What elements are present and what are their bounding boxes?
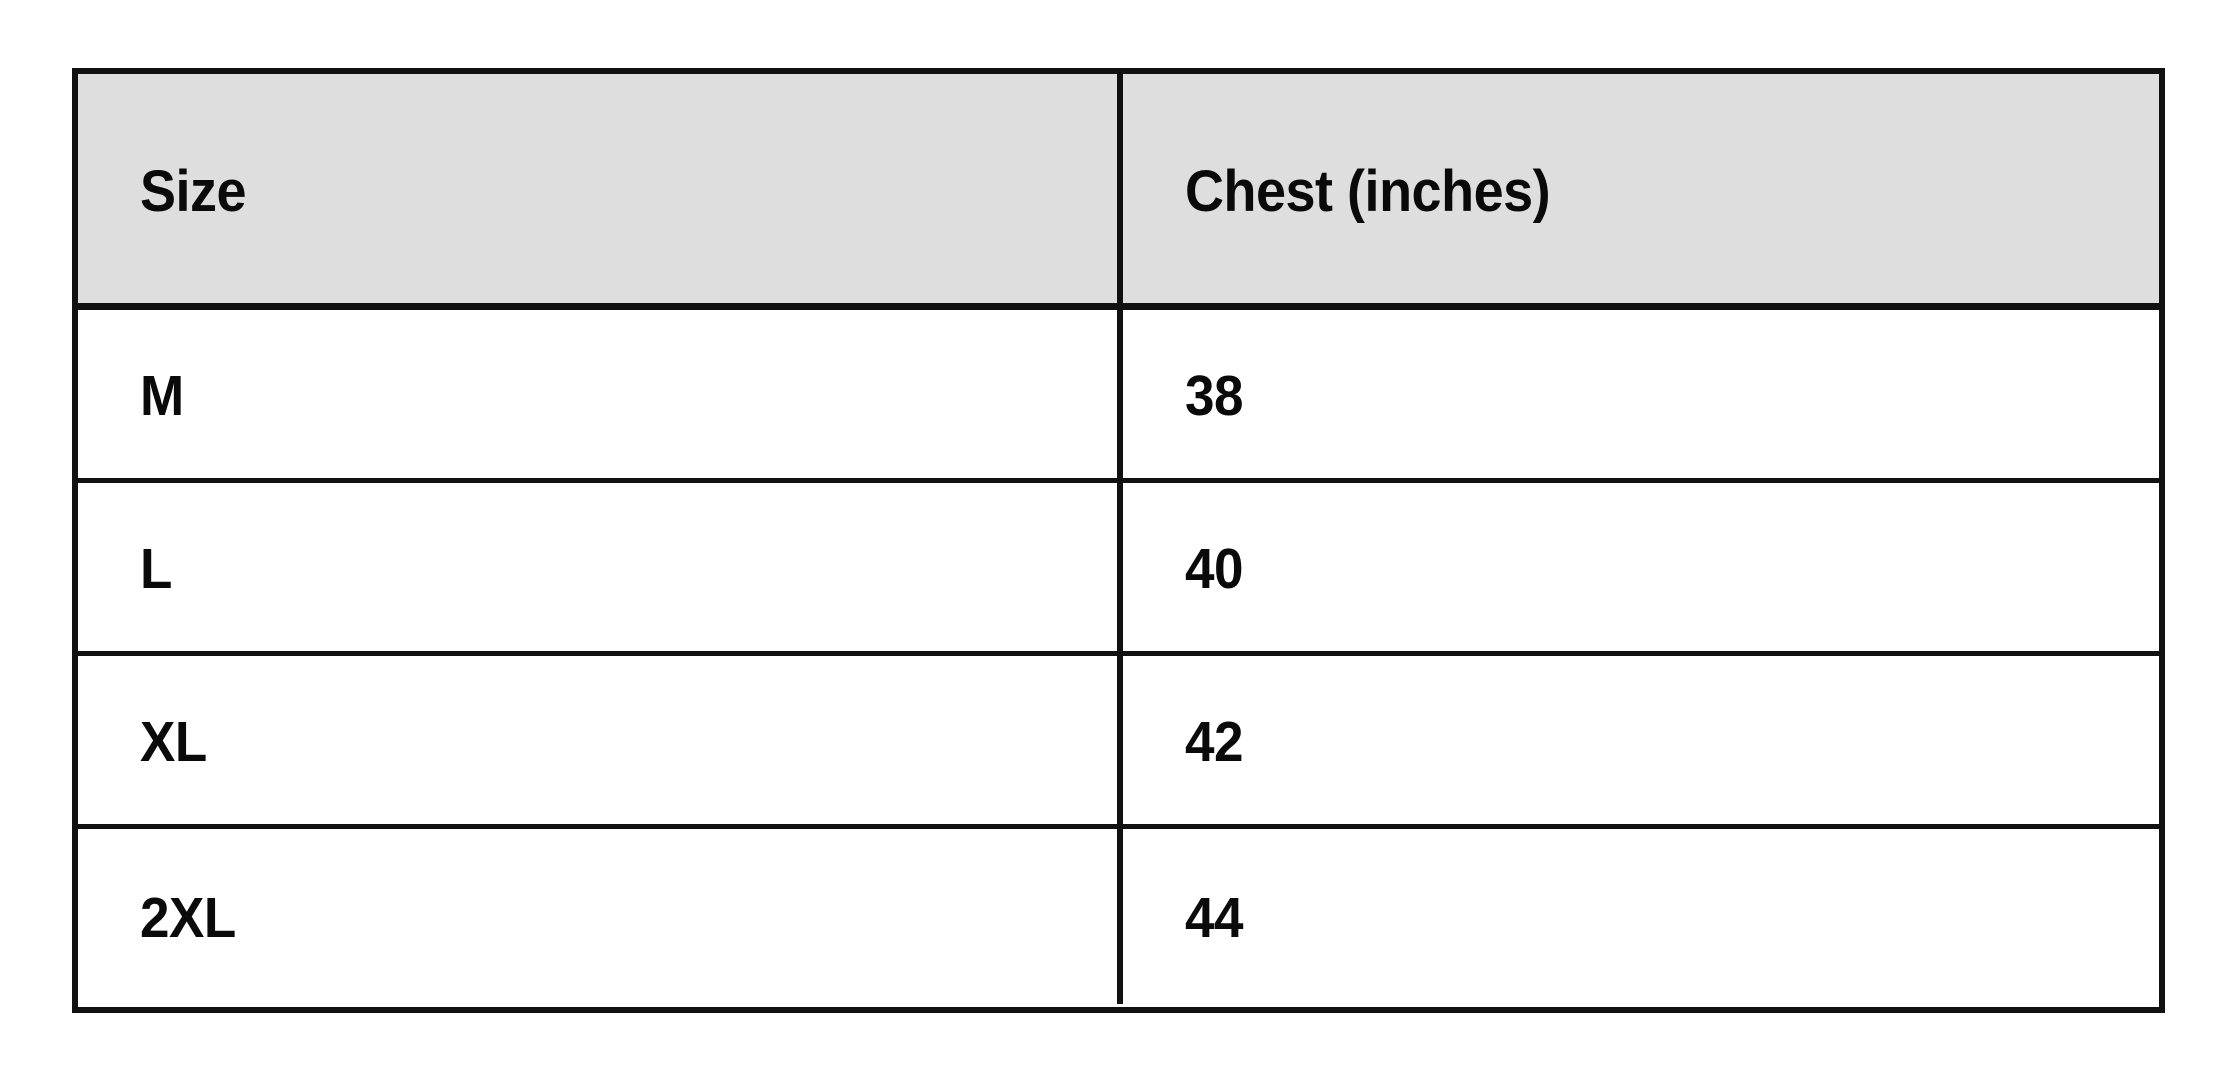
cell-size: M — [78, 310, 1123, 478]
cell-chest-value: 44 — [1185, 886, 1244, 950]
cell-size: L — [78, 483, 1123, 651]
table-header-row: Size Chest (inches) — [78, 74, 2159, 310]
cell-size-value: XL — [140, 709, 207, 774]
column-header-size-label: Size — [140, 158, 247, 224]
table-row: M 38 — [78, 310, 2159, 483]
cell-chest: 40 — [1123, 483, 2159, 651]
cell-chest-value: 38 — [1185, 363, 1244, 428]
column-header-chest: Chest (inches) — [1123, 74, 2159, 303]
cell-size-value: L — [140, 536, 172, 601]
cell-size-value: 2XL — [140, 886, 236, 950]
cell-chest: 42 — [1123, 656, 2159, 824]
column-header-size: Size — [78, 74, 1123, 303]
cell-chest-value: 40 — [1185, 536, 1244, 601]
size-chart-table: Size Chest (inches) M 38 L 40 — [72, 68, 2165, 1013]
table-row: XL 42 — [78, 656, 2159, 829]
table-row: L 40 — [78, 483, 2159, 656]
cell-chest: 38 — [1123, 310, 2159, 478]
cell-size: 2XL — [78, 829, 1123, 1004]
column-header-chest-label: Chest (inches) — [1185, 158, 1551, 224]
cell-size-value: M — [140, 363, 184, 428]
cell-chest: 44 — [1123, 829, 2159, 1004]
cell-chest-value: 42 — [1185, 709, 1244, 774]
table-row: 2XL 44 — [78, 829, 2159, 1004]
cell-size: XL — [78, 656, 1123, 824]
